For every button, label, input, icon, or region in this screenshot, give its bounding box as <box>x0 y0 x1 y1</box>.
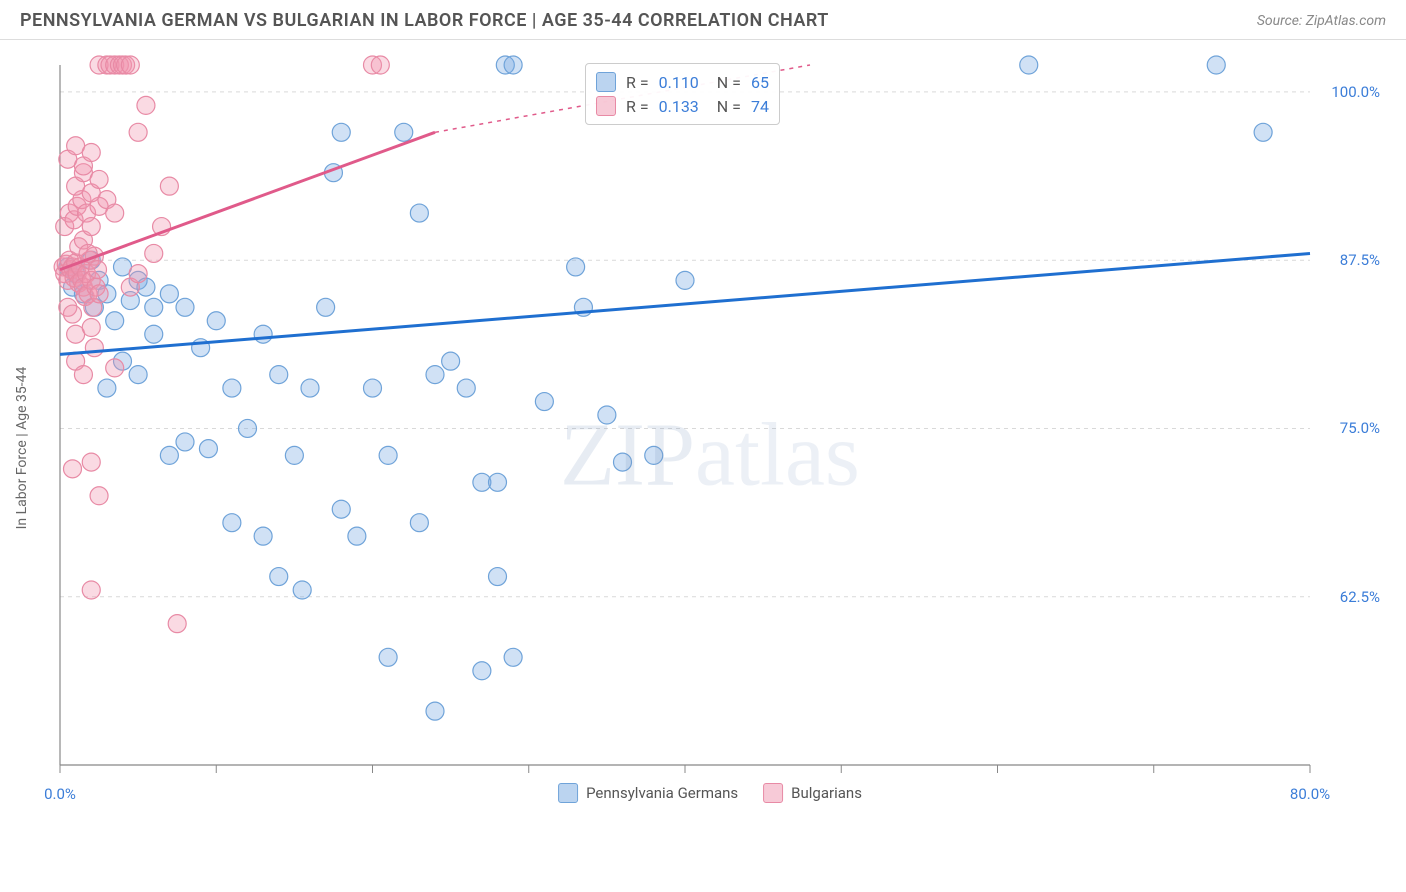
stat-n-label: N = <box>717 73 741 92</box>
stat-swatch <box>596 72 616 92</box>
legend-item: Bulgarians <box>763 783 862 803</box>
x-tick-label-left: 0.0% <box>44 785 76 803</box>
stat-n-label: N = <box>717 97 741 116</box>
scatter-plot <box>50 55 1370 825</box>
stats-box: R = 0.110 N = 65 R = 0.133 N = 74 <box>585 63 780 125</box>
stat-r-label: R = <box>626 73 649 92</box>
stat-r-value: 0.133 <box>659 97 699 116</box>
y-tick-label: 75.0% <box>1340 419 1380 437</box>
legend-swatch <box>763 783 783 803</box>
stat-n-value: 65 <box>751 73 769 92</box>
stat-n-value: 74 <box>751 97 769 116</box>
y-tick-label: 62.5% <box>1340 588 1380 606</box>
x-tick-label-right: 80.0% <box>1290 785 1330 803</box>
legend-label: Pennsylvania Germans <box>586 784 738 802</box>
header: PENNSYLVANIA GERMAN VS BULGARIAN IN LABO… <box>0 0 1406 40</box>
stat-swatch <box>596 96 616 116</box>
source-label: Source: ZipAtlas.com <box>1257 13 1386 29</box>
stat-row: R = 0.110 N = 65 <box>596 70 769 94</box>
stat-row: R = 0.133 N = 74 <box>596 94 769 118</box>
y-tick-label: 87.5% <box>1340 251 1380 269</box>
chart-title: PENNSYLVANIA GERMAN VS BULGARIAN IN LABO… <box>20 10 829 31</box>
stat-r-label: R = <box>626 97 649 116</box>
legend-label: Bulgarians <box>791 784 862 802</box>
y-tick-label: 100.0% <box>1331 83 1380 101</box>
chart-area: In Labor Force | Age 35-44 ZIPatlas R =0… <box>50 55 1370 825</box>
stat-r-value: 0.110 <box>659 73 699 92</box>
legend-item: Pennsylvania Germans <box>558 783 738 803</box>
y-axis-label: In Labor Force | Age 35-44 <box>14 367 30 530</box>
legend-swatch <box>558 783 578 803</box>
legend: Pennsylvania Germans Bulgarians <box>558 783 862 803</box>
